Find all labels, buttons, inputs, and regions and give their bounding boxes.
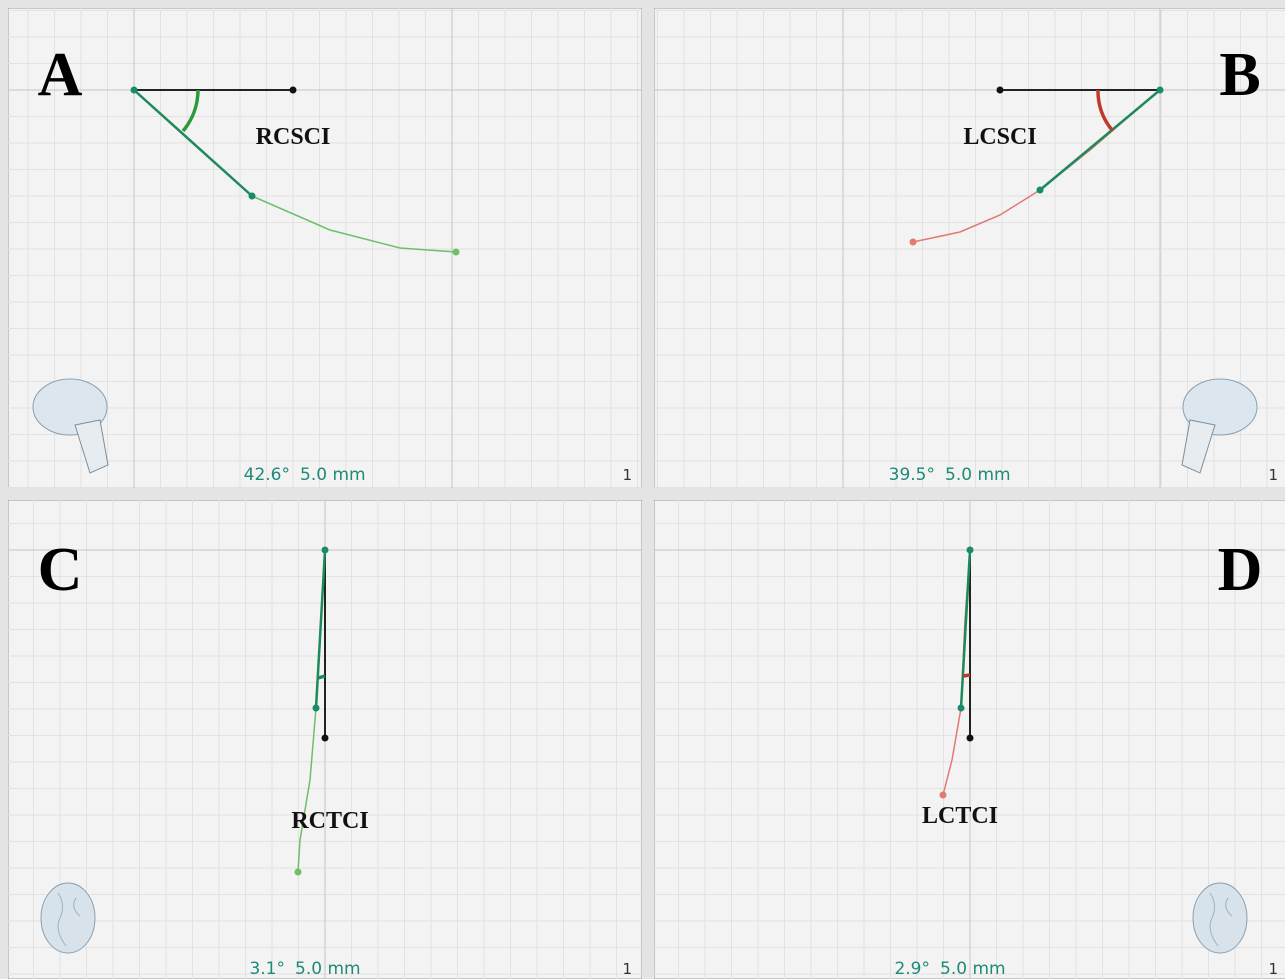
angle-readout: 3.1° xyxy=(249,959,285,979)
view-index: 1 xyxy=(1268,466,1278,484)
angle-readout: 39.5° xyxy=(889,465,935,485)
panel-letter: A xyxy=(38,41,83,109)
point xyxy=(313,705,320,712)
angle-readout: 2.9° xyxy=(894,959,930,979)
skull-icon xyxy=(1193,883,1247,953)
measure-label: RCSCI xyxy=(256,124,331,150)
point xyxy=(967,547,974,554)
figure: A RCSCI 42.6° 5.0 mm 1 B LCSCI 39.5° 5.0 mm 1 C RCT… xyxy=(0,0,1285,979)
view-index: 1 xyxy=(622,960,632,978)
angle-arc xyxy=(963,675,970,676)
measure-label: LCSCI xyxy=(963,124,1036,150)
panel: D LCTCI 2.9° 5.0 mm 1 xyxy=(654,500,1285,979)
point xyxy=(249,193,256,200)
panel-letter: B xyxy=(1219,41,1260,109)
view-index: 1 xyxy=(622,466,632,484)
panel: C RCTCI 3.1° 5.0 mm 1 xyxy=(8,500,642,979)
distance-readout: 5.0 mm xyxy=(300,465,366,485)
point xyxy=(322,547,329,554)
panel-letter: C xyxy=(38,536,83,604)
distance-readout: 5.0 mm xyxy=(945,465,1011,485)
point xyxy=(131,87,138,94)
panel: A RCSCI 42.6° 5.0 mm 1 xyxy=(8,8,642,488)
point xyxy=(958,705,965,712)
angle-readout: 42.6° xyxy=(244,465,290,485)
page: {"panels": [ {"letter": "A", "label": "R… xyxy=(0,0,1285,979)
point xyxy=(453,249,460,256)
point xyxy=(940,792,947,799)
measure-label: LCTCI xyxy=(922,803,998,829)
point xyxy=(1037,187,1044,194)
point xyxy=(997,87,1004,94)
panel: B LCSCI 39.5° 5.0 mm 1 xyxy=(654,8,1285,488)
distance-readout: 5.0 mm xyxy=(295,959,361,979)
distance-readout: 5.0 mm xyxy=(940,959,1006,979)
view-index: 1 xyxy=(1268,960,1278,978)
panel-letter: D xyxy=(1218,536,1263,604)
angle-arc xyxy=(318,676,325,678)
point xyxy=(290,87,297,94)
skull-icon xyxy=(41,883,95,953)
point xyxy=(295,869,302,876)
point xyxy=(967,735,974,742)
measure-label: RCTCI xyxy=(291,808,368,834)
point xyxy=(1157,87,1164,94)
point xyxy=(910,239,917,246)
point xyxy=(322,735,329,742)
